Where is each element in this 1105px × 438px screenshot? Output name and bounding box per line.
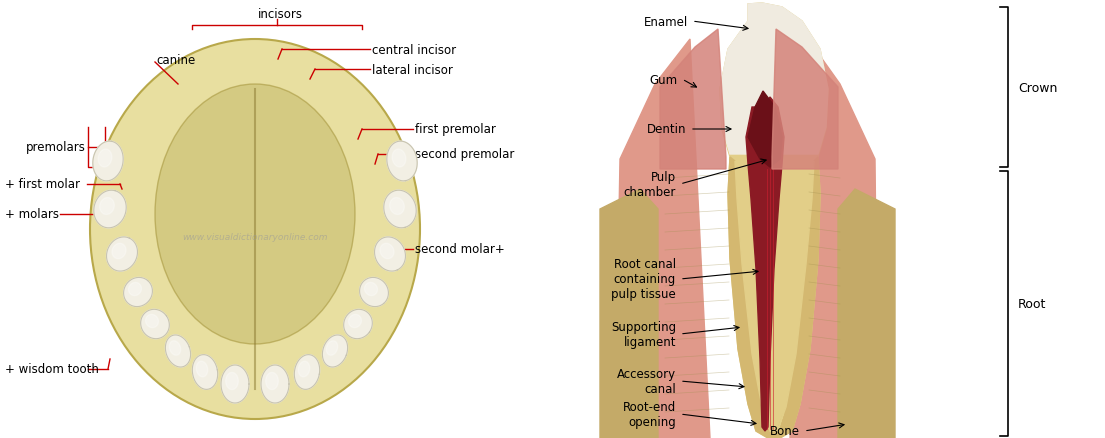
Polygon shape (112, 244, 126, 259)
Polygon shape (323, 335, 348, 367)
Polygon shape (380, 244, 394, 259)
Polygon shape (128, 283, 141, 296)
Polygon shape (169, 341, 181, 355)
Polygon shape (344, 310, 372, 339)
Polygon shape (375, 237, 406, 272)
Polygon shape (838, 190, 895, 438)
Polygon shape (140, 310, 169, 339)
Text: canine: canine (157, 53, 196, 66)
Polygon shape (197, 361, 208, 377)
Text: second molar+: second molar+ (415, 243, 505, 256)
Text: Root: Root (1018, 297, 1046, 310)
Polygon shape (735, 162, 814, 431)
Text: + molars: + molars (6, 208, 59, 221)
Polygon shape (192, 355, 218, 389)
Polygon shape (615, 40, 711, 438)
Polygon shape (720, 4, 828, 155)
Ellipse shape (155, 85, 355, 344)
Polygon shape (748, 92, 782, 168)
Text: Bone: Bone (770, 424, 800, 438)
Polygon shape (387, 142, 418, 181)
Polygon shape (790, 40, 878, 438)
Polygon shape (261, 365, 290, 403)
Text: second premolar: second premolar (415, 148, 514, 161)
Polygon shape (600, 190, 657, 438)
Polygon shape (124, 278, 152, 307)
Text: premolars: premolars (27, 141, 86, 154)
Ellipse shape (90, 40, 420, 419)
Polygon shape (146, 314, 158, 328)
Polygon shape (392, 150, 406, 168)
Polygon shape (383, 191, 417, 228)
Polygon shape (746, 98, 785, 431)
Polygon shape (365, 283, 378, 296)
Text: central incisor: central incisor (372, 43, 456, 57)
Text: + wisdom tooth: + wisdom tooth (6, 363, 98, 376)
Polygon shape (772, 30, 838, 170)
Polygon shape (390, 198, 404, 215)
Polygon shape (94, 191, 126, 228)
Polygon shape (265, 373, 278, 390)
Text: + first molar: + first molar (6, 178, 80, 191)
Polygon shape (326, 341, 338, 355)
Text: first premolar: first premolar (415, 123, 496, 136)
Polygon shape (660, 30, 726, 170)
Polygon shape (728, 158, 820, 438)
Text: Dentin: Dentin (646, 123, 686, 136)
Text: Supporting
ligament: Supporting ligament (611, 320, 676, 348)
Polygon shape (106, 237, 137, 272)
Text: Pulp
chamber: Pulp chamber (623, 171, 676, 198)
Text: Crown: Crown (1018, 81, 1057, 94)
Polygon shape (348, 314, 361, 328)
Text: Root-end
opening: Root-end opening (623, 400, 676, 428)
Text: Enamel: Enamel (644, 15, 688, 28)
Text: www.visualdictionaryonline.com: www.visualdictionaryonline.com (182, 233, 328, 242)
Text: Gum: Gum (650, 73, 678, 86)
Polygon shape (166, 335, 190, 367)
Polygon shape (359, 278, 389, 307)
Polygon shape (93, 142, 123, 181)
Text: lateral incisor: lateral incisor (372, 64, 453, 76)
Text: Root canal
containing
pulp tissue: Root canal containing pulp tissue (611, 258, 676, 301)
Text: incisors: incisors (257, 8, 303, 21)
Polygon shape (225, 373, 239, 390)
Polygon shape (720, 4, 828, 438)
Polygon shape (221, 365, 249, 403)
Polygon shape (98, 150, 112, 168)
Text: Accessory
canal: Accessory canal (617, 367, 676, 395)
Polygon shape (298, 361, 309, 377)
Polygon shape (294, 355, 319, 389)
Polygon shape (99, 198, 114, 215)
